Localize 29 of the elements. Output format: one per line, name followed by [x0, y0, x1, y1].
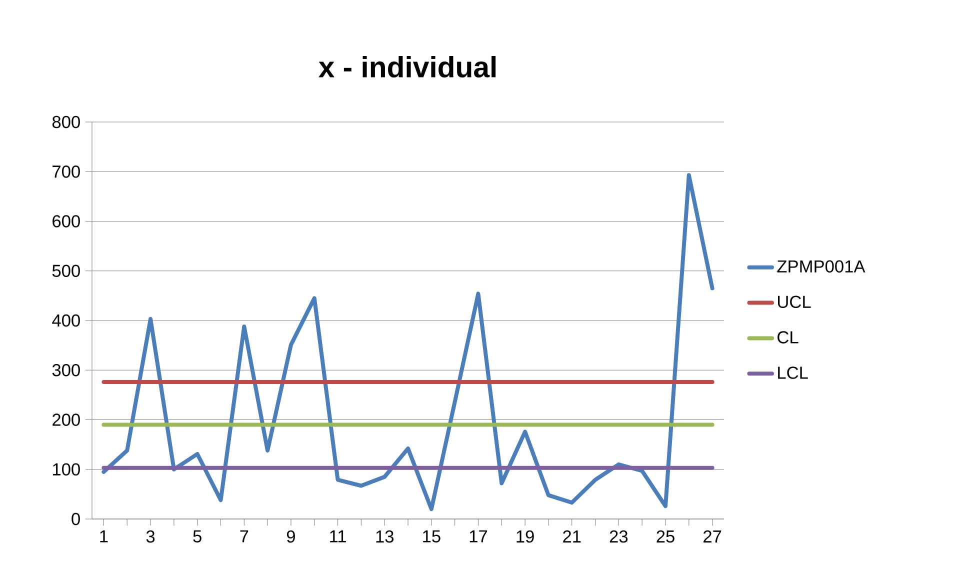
- y-tick-label: 100: [53, 463, 80, 476]
- y-tick-label: 800: [52, 116, 80, 128]
- x-tick-label: 15: [423, 530, 440, 542]
- x-tick-label: 5: [193, 530, 202, 542]
- x-tick-label: 7: [240, 530, 248, 542]
- legend-label: CL: [778, 331, 798, 344]
- y-tick-label: 400: [52, 314, 80, 327]
- y-tick-label: 500: [52, 264, 80, 278]
- y-tick-label: 300: [52, 364, 80, 376]
- y-tick-label: 600: [52, 215, 80, 228]
- x-tick-label: 9: [286, 530, 295, 543]
- legend-label: UCL: [778, 296, 811, 308]
- y-tick-label: 200: [52, 414, 80, 426]
- legend-label: ZPMP001A: [777, 260, 866, 273]
- legend-label: LCL: [778, 366, 808, 379]
- x-tick-label: 23: [610, 530, 628, 543]
- x-tick-label: 1: [100, 530, 108, 542]
- y-tick-label: 700: [52, 165, 80, 178]
- x-tick-label: 19: [516, 530, 534, 543]
- x-tick-label: 17: [470, 530, 487, 542]
- x-tick-label: 11: [330, 530, 346, 542]
- x-tick-label: 21: [563, 530, 581, 542]
- x-tick-label: 27: [704, 530, 722, 542]
- y-tick-label: 0: [72, 512, 80, 526]
- x-tick-label: 3: [146, 530, 155, 543]
- x-tick-label: 13: [376, 530, 394, 543]
- x-tick-label: 25: [656, 530, 674, 543]
- chart-title: x - individual: [318, 56, 496, 78]
- line-series: [102, 173, 714, 512]
